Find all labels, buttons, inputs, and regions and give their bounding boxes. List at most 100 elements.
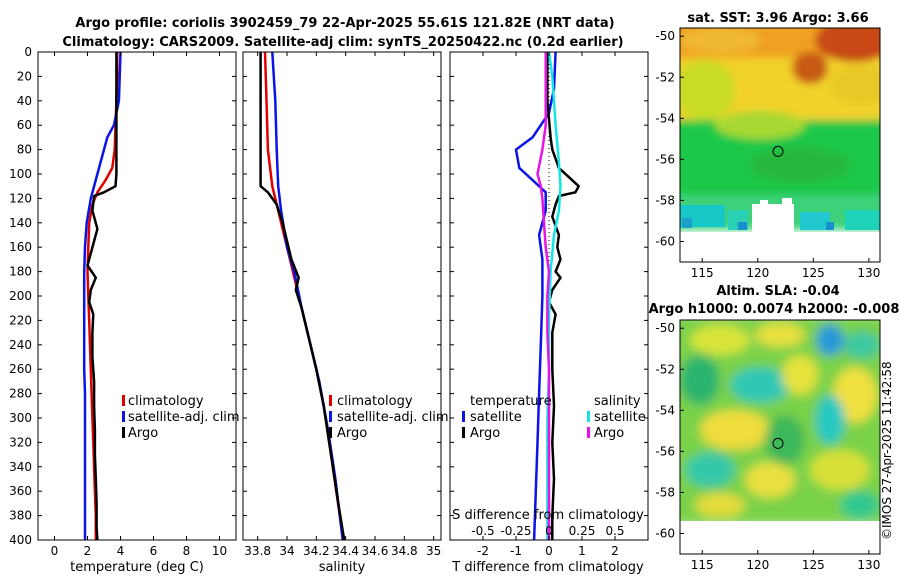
x-tick-label: -2	[477, 544, 489, 558]
lat-tick-label: -52	[655, 362, 675, 376]
x-tick-label: 10	[212, 544, 227, 558]
s-difference-label: S difference from climatology	[452, 508, 644, 523]
sla-map-title-2: Argo h1000: 0.0074 h2000: -0.008	[649, 302, 900, 317]
x-tick-label: 0	[51, 544, 59, 558]
legend-t-satellite-label: satellite	[470, 410, 522, 425]
sst-map-frame	[679, 27, 881, 263]
legend-climatology-label: climatology	[337, 394, 413, 409]
lat-tick-label: -58	[655, 193, 675, 207]
climatology-line	[86, 52, 119, 540]
sst-heatmap	[680, 28, 880, 262]
depth-tick-label: 0	[24, 45, 32, 59]
x-tick-label: 2	[84, 544, 92, 558]
sst-map-panel: sat. SST: 3.96 Argo: 3.66	[655, 11, 881, 280]
lon-tick-label: 125	[802, 558, 825, 572]
x-tick-label: 1	[578, 544, 586, 558]
lon-tick-label: 130	[857, 558, 880, 572]
legend-satellite-swatch	[122, 411, 125, 422]
temperature-xlabel: temperature (deg C)	[70, 560, 204, 575]
lat-tick-label: -54	[655, 111, 675, 125]
legend-climatology-swatch	[122, 395, 125, 406]
legend-s-satellite-label: satellite	[594, 410, 646, 425]
argo-line	[86, 52, 118, 540]
depth-tick-label: 100	[9, 167, 32, 181]
t-satellite-line	[514, 52, 557, 540]
legend-satellite-swatch	[329, 411, 332, 422]
difference-legend: temperature satellite Argo salinity sate…	[462, 394, 646, 441]
lon-tick-label: 115	[691, 266, 714, 280]
legend-argo-label: Argo	[128, 426, 158, 441]
legend-s-satellite-swatch	[587, 411, 590, 422]
depth-tick-label: 340	[9, 460, 32, 474]
imos-timestamp: ©IMOS 27-Apr-2025 11:42:58	[880, 361, 894, 540]
sst-map-title: sat. SST: 3.96 Argo: 3.66	[687, 11, 868, 26]
depth-tick-label: 40	[17, 94, 32, 108]
lat-tick-label: -54	[655, 403, 675, 417]
sla-map-panel: Altim. SLA: -0.04 Argo h1000: 0.0074 h20…	[649, 284, 900, 572]
depth-tick-label: 120	[9, 191, 32, 205]
lon-tick-label: 125	[802, 266, 825, 280]
lat-tick-label: -56	[655, 444, 675, 458]
legend-s-argo-label: Argo	[594, 426, 624, 441]
lat-tick-label: -50	[655, 321, 675, 335]
argo-line	[259, 52, 346, 540]
sst-argo-location-marker	[772, 145, 784, 157]
salinity-legend: climatology satellite-adj. clim Argo	[329, 394, 449, 441]
x-tick-label: 35	[426, 544, 441, 558]
depth-tick-label: 240	[9, 338, 32, 352]
x-tick-label: 0	[545, 544, 553, 558]
sla-argo-location-marker	[772, 437, 784, 449]
legend-t-argo-swatch	[462, 427, 465, 438]
depth-tick-label: 280	[9, 387, 32, 401]
legend-argo-label: Argo	[337, 426, 367, 441]
depth-tick-label: 160	[9, 240, 32, 254]
s-tick-label: -0.5	[471, 524, 494, 538]
legend-argo-swatch	[122, 427, 125, 438]
legend-satellite-label: satellite-adj. clim	[337, 410, 449, 425]
t-argo-line	[546, 52, 580, 540]
x-tick-label: 34.4	[332, 544, 359, 558]
lat-tick-label: -58	[655, 485, 675, 499]
legend-argo-swatch	[329, 427, 332, 438]
x-tick-label: 4	[117, 544, 125, 558]
x-tick-label: 2	[611, 544, 619, 558]
legend-temperature-heading: temperature	[470, 394, 552, 409]
x-tick-label: 34.2	[303, 544, 330, 558]
salinity-panel: 33.8 34 34.2 34.4 34.6 34.8 35 salinity climat…	[242, 51, 449, 575]
lat-tick-label: -60	[655, 234, 675, 248]
s-argo-line	[536, 52, 551, 540]
legend-satellite-label: satellite-adj. clim	[128, 410, 240, 425]
legend-salinity-heading: salinity	[594, 394, 641, 409]
temperature-axes-frame	[37, 51, 237, 541]
depth-tick-label: 60	[17, 118, 32, 132]
depth-tick-label: 180	[9, 265, 32, 279]
x-tick-label: 34.8	[391, 544, 418, 558]
depth-tick-label: 380	[9, 509, 32, 523]
lon-tick-label: 120	[746, 558, 769, 572]
t-difference-xlabel: T difference from climatology	[451, 560, 644, 575]
title-line-1: Argo profile: coriolis 3902459_79 22-Apr…	[75, 16, 614, 31]
lon-tick-label: 120	[746, 266, 769, 280]
title-line-2: Climatology: CARS2009. Satellite-adj cli…	[62, 35, 623, 50]
x-tick-label: 34	[279, 544, 294, 558]
x-tick-label: 34.6	[362, 544, 389, 558]
lat-tick-label: -56	[655, 152, 675, 166]
lon-tick-label: 115	[691, 558, 714, 572]
depth-tick-label: 360	[9, 484, 32, 498]
sla-map-title-1: Altim. SLA: -0.04	[716, 284, 839, 299]
legend-s-argo-swatch	[587, 427, 590, 438]
salinity-axes-frame	[242, 51, 442, 541]
depth-tick-label: 260	[9, 362, 32, 376]
s-tick-label: 0.25	[569, 524, 596, 538]
depth-tick-label: 300	[9, 411, 32, 425]
legend-climatology-label: climatology	[128, 394, 204, 409]
legend-t-argo-label: Argo	[470, 426, 500, 441]
depth-tick-label: 220	[9, 313, 32, 327]
salinity-xlabel: salinity	[319, 560, 366, 575]
depth-tick-label: 80	[17, 143, 32, 157]
s-tick-label: -0.25	[500, 524, 531, 538]
depth-tick-label: 320	[9, 435, 32, 449]
difference-panel: -2 -1 0 1 2 -0.5 -0.25 0 0.25 0.5 S difference f…	[449, 51, 649, 575]
legend-t-satellite-swatch	[462, 411, 465, 422]
lat-tick-label: -50	[655, 29, 675, 43]
